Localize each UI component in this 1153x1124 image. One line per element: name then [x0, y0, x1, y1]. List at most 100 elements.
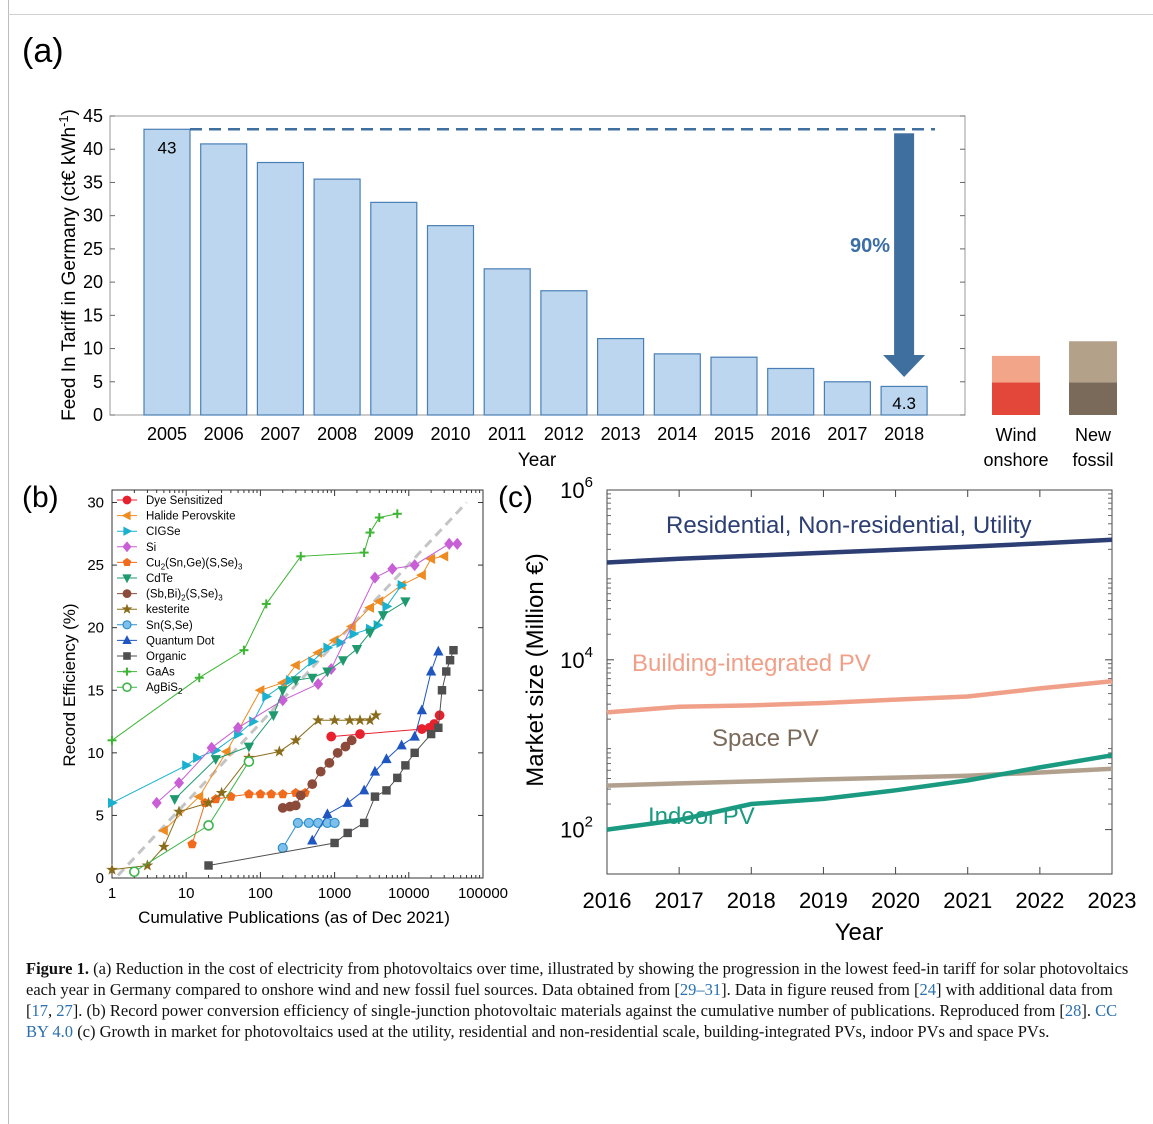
chart-b-legend-marker: [122, 589, 132, 598]
chart-b-legend-label-part: 2: [161, 562, 166, 571]
caption-ref-24[interactable]: 24: [919, 980, 936, 999]
chart-a-bar-2009: [370, 201, 418, 416]
chart-a-arrow-shaft: [894, 133, 915, 355]
chart-a-bar-2012: [540, 290, 588, 416]
chart-a-y-tick-label: 20: [83, 272, 103, 292]
chart-b-y-tick-label: 25: [87, 557, 104, 574]
chart-b-series-3-point: [206, 741, 217, 754]
chart-b-legend-label: Sn(S,Se): [146, 620, 193, 632]
chart-a-bar-2005: [143, 128, 191, 416]
caption-text-5: ]. (b) Record power conversion efficienc…: [72, 1001, 1065, 1020]
chart-c-y-tick-exp: 2: [585, 814, 593, 831]
chart-b-legend-label-part: (S,Se): [186, 589, 219, 601]
chart-b-series-11-point: [365, 528, 375, 538]
chart-b-series-9-point: [342, 797, 353, 807]
chart-b-series-9-point: [358, 784, 370, 795]
chart-b-legend-label: Si: [146, 542, 156, 554]
caption-text-2: ]. Data in figure reused from [: [721, 980, 920, 999]
chart-a-x-tick-label: 2006: [204, 424, 244, 444]
chart-b-legend-label: Quantum Dot: [146, 635, 215, 647]
chart-b-legend-label-part: 3: [238, 562, 243, 571]
chart-b-series-11-point: [374, 513, 384, 523]
chart-b-legend-label: Halide Perovskite: [146, 511, 235, 523]
caption-license-link[interactable]: CC BY 4.0: [26, 1001, 1118, 1041]
chart-c-x-tick-label: 2023: [1088, 888, 1137, 913]
caption-ref-27[interactable]: 27: [56, 1001, 73, 1020]
chart-c-x-tick-label: 2016: [583, 888, 632, 913]
chart-b-series-4-point: [210, 794, 221, 804]
chart-a-y-tick-label: 45: [83, 106, 103, 126]
chart-c-x-tick-label: 2019: [799, 888, 848, 913]
chart-b-series-4-point: [187, 839, 197, 849]
chart-b-series-7-point: [106, 863, 118, 875]
chart-b-series-7-point: [289, 734, 302, 746]
chart-b-series-5-point: [400, 597, 411, 608]
chart-a-x-tick-label: 2015: [714, 424, 754, 444]
chart-b-y-tick-label: 0: [96, 870, 104, 887]
caption-ref-17[interactable]: 17: [31, 1001, 49, 1020]
panel-label-a: (a): [22, 32, 64, 70]
chart-b-legend-marker: [122, 620, 132, 630]
chart-b-series-4-point: [226, 791, 236, 801]
chart-b-series-5-point: [169, 795, 180, 805]
chart-b-series-7-point: [141, 859, 154, 871]
chart-b-series-11-point: [194, 673, 204, 683]
caption-text-4: ,: [48, 1001, 57, 1020]
chart-b-series-9-point: [409, 730, 420, 741]
chart-b-series-10-point: [410, 748, 419, 758]
chart-a-bar-2015: [710, 356, 758, 416]
chart-b-series-2-point: [285, 675, 296, 686]
chart-a-x-tick-label: 2005: [147, 424, 187, 444]
chart-b-series-9-point: [307, 834, 318, 845]
chart-a-y-tick-label: 35: [83, 172, 103, 192]
chart-c-series-line-3: [606, 753, 1113, 832]
caption-text-7: (c) Growth in market for photovoltaics u…: [73, 1022, 1050, 1041]
chart-b-series-4-point: [255, 789, 266, 799]
chart-b-series-10-point: [393, 773, 402, 783]
caption-text-6: ].: [1081, 1001, 1096, 1020]
chart-b-plot-area: [111, 489, 484, 879]
chart-b-series-4-point: [278, 789, 288, 799]
chart-b-series-6-point: [315, 766, 326, 777]
chart-b-series-7-point: [215, 786, 228, 798]
chart-b-y-tick-label: 30: [87, 495, 104, 512]
panel-label-c: (c): [498, 481, 533, 514]
fossil-label-line2: fossil: [1072, 450, 1113, 470]
chart-b-series-1-point: [158, 825, 168, 836]
chart-b-series-0-point: [355, 729, 365, 739]
chart-b-series-2-point: [323, 642, 334, 653]
chart-c-series: [606, 537, 1113, 832]
chart-b-legend-label: Dye Sensitized: [146, 495, 223, 507]
chart-c-series-line-2: [606, 766, 1113, 788]
chart-b-series-6: [277, 735, 357, 813]
chart-b-series-8-point: [303, 817, 314, 829]
chart-c-y-tick-label: 102: [560, 814, 593, 843]
chart-b-x-tick-label: 100000: [458, 885, 508, 902]
chart-b-series-7-point: [158, 840, 170, 852]
chart-b-series-2-point: [308, 656, 319, 667]
chart-a-bar-2006: [200, 143, 248, 416]
chart-a-bar-2017: [823, 381, 872, 416]
chart-b-series-5-point: [268, 711, 279, 722]
chart-b-series-3-line: [156, 543, 458, 804]
chart-a-y-tick-label: 30: [83, 206, 103, 226]
chart-b-legend-label-part: 3: [218, 594, 223, 603]
chart-b-y-tick-label: 15: [87, 682, 104, 699]
chart-b-series-1-point: [289, 660, 300, 671]
caption-ref-29-31[interactable]: 29–31: [679, 980, 722, 999]
chart-b-series-7-point: [202, 796, 215, 808]
chart-a-y-axis-label-main: Feed In Tariff in Germany (ct€ kWh: [59, 127, 80, 421]
chart-a-bar-2016: [767, 367, 815, 416]
chart-b-series-7-point: [273, 745, 286, 757]
chart-b-series-3-point: [444, 537, 455, 550]
chart-a-y-tick-label: 25: [83, 239, 103, 259]
chart-b-series-3-point: [387, 562, 398, 575]
chart-b-series-2-point: [108, 797, 118, 809]
chart-c-series-line-0: [606, 537, 1113, 565]
chart-b-series-6-point: [290, 800, 301, 811]
chart-b-series-2-point: [182, 760, 193, 771]
caption-ref-28[interactable]: 28: [1064, 1001, 1082, 1020]
chart-c-x-tick-label: 2022: [1015, 888, 1064, 913]
chart-a-y-tick-label: 10: [83, 339, 103, 359]
chart-b-series-10-point: [359, 818, 369, 828]
